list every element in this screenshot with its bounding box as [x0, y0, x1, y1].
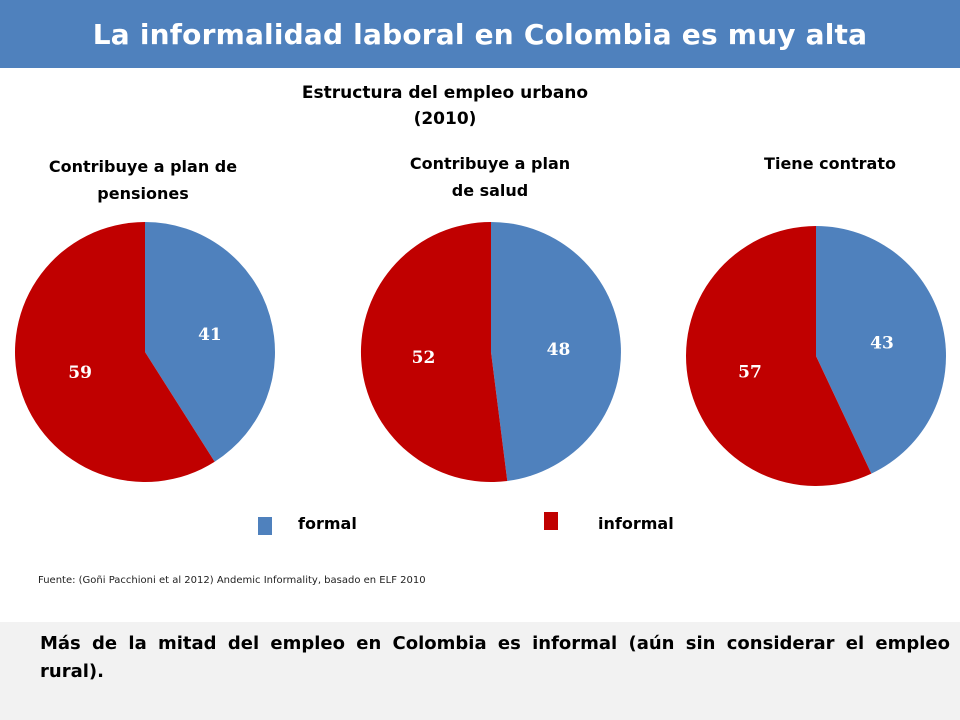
pie-slice-pensiones-informal — [14, 222, 215, 482]
conclusion-panel — [0, 622, 960, 720]
legend-label-formal: formal — [298, 514, 357, 533]
pie-label-salud-informal: 52 — [412, 348, 436, 368]
legend-swatch-formal — [258, 517, 272, 535]
pie-label-contrato-formal: 43 — [870, 333, 894, 353]
pie-slice-pensiones-formal — [145, 222, 275, 462]
pie-slice-salud-informal — [360, 221, 508, 482]
legend-swatch-informal — [544, 512, 558, 530]
pie-slice-contrato-formal — [816, 226, 947, 474]
pie-charts: 41 59 48 52 43 57 — [14, 221, 947, 486]
source-note: Fuente: (Goñi Pacchioni et al 2012) Ande… — [38, 575, 426, 586]
title-bar: La informalidad laboral en Colombia es m… — [0, 0, 960, 68]
pie-title-pensiones: Contribuye a plan de pensiones — [48, 157, 238, 203]
pie-label-pensiones-formal: 41 — [198, 325, 222, 345]
page-title: La informalidad laboral en Colombia es m… — [92, 17, 868, 51]
chart-title: Estructura del empleo urbano (2010) — [301, 83, 589, 129]
pie-title-contrato: Tiene contrato — [764, 154, 896, 173]
pie-slice-salud-formal — [491, 222, 621, 481]
pie-title-salud: Contribuye a plan de salud — [409, 154, 571, 200]
pie-label-contrato-informal: 57 — [738, 363, 762, 383]
pie-label-salud-formal: 48 — [547, 340, 571, 360]
conclusion-text: Más de la mitad del empleo en Colombia e… — [40, 633, 950, 682]
pie-slice-contrato-informal — [686, 226, 872, 486]
pie-label-pensiones-informal: 59 — [68, 363, 92, 383]
legend-label-informal: informal — [598, 514, 674, 533]
